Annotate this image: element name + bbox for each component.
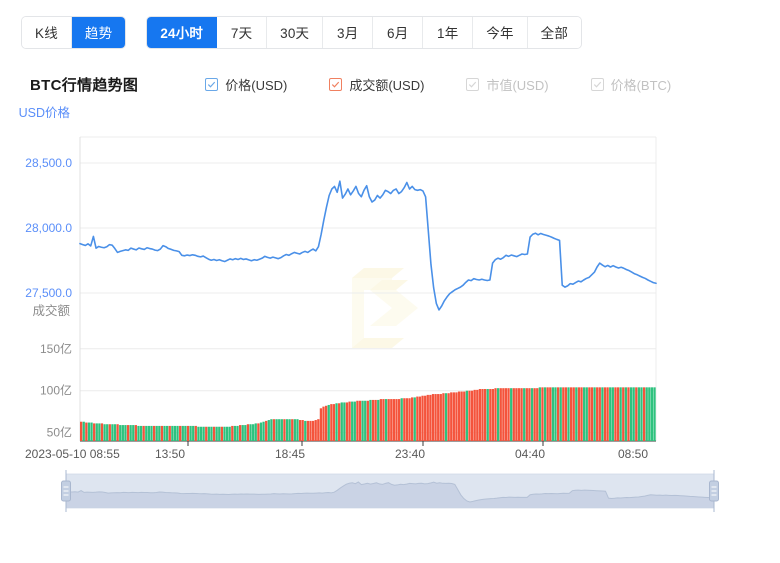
chart-container: USD价格 28,500.0 28,000.0 27,500.0 成交额 150亿 100… [0,100,780,520]
zoom-handle-left[interactable] [61,470,71,512]
svg-text:2023-05-10 08:55: 2023-05-10 08:55 [25,447,120,461]
time-range-button-24h[interactable]: 24小时 [147,16,218,48]
time-axis: 2023-05-10 08:55 13:50 18:45 23:40 04:40 08:5… [25,441,648,461]
svg-text:150亿: 150亿 [40,341,72,356]
svg-text:28,000.0: 28,000.0 [25,221,72,235]
chart-toolbar: K线 趋势 24小时 7天 30天 3月 6月 1年 今年 全部 [0,0,780,64]
checkbox-checked-icon[interactable] [329,77,343,91]
legend-item-marketcap-usd[interactable]: 市值(USD) [466,75,549,94]
svg-text:100亿: 100亿 [40,383,72,398]
legend-item-volume-usd[interactable]: 成交额(USD) [329,75,424,94]
chart-header: BTC行情趋势图 价格(USD) 成交额(USD) 市值(USD) 价格(BTC… [0,70,780,98]
zoom-handle-right[interactable] [709,470,719,512]
time-range-button-group: 24小时 7天 30天 3月 6月 1年 今年 全部 [147,16,582,48]
chart-legend: 价格(USD) 成交额(USD) 市值(USD) 价格(BTC) [205,75,671,94]
chart-zoom-slider[interactable] [61,470,719,512]
checkbox-checked-icon[interactable] [205,77,219,91]
volume-bars [80,387,656,441]
legend-label-volume-usd: 成交额(USD) [349,77,425,93]
time-range-button-3m[interactable]: 3月 [323,16,374,48]
legend-item-price-btc[interactable]: 价格(BTC) [590,75,672,94]
trend-chart[interactable]: USD价格 28,500.0 28,000.0 27,500.0 成交额 150亿 100… [0,100,780,520]
svg-text:13:50: 13:50 [155,447,185,461]
svg-text:50亿: 50亿 [47,425,72,440]
page-title: BTC行情趋势图 [30,76,139,94]
volume-axis: 成交额 150亿 100亿 50亿 [32,303,72,440]
legend-label-price-usd: 价格(USD) [225,77,288,93]
svg-text:18:45: 18:45 [275,447,305,461]
price-line-series [79,180,657,311]
svg-text:成交额: 成交额 [32,303,70,318]
chart-type-button-group: K线 趋势 [22,16,126,48]
time-range-button-30d[interactable]: 30天 [267,16,324,48]
legend-label-price-btc: 价格(BTC) [610,77,672,93]
time-range-button-ytd[interactable]: 今年 [473,16,528,48]
chart-type-button-kline[interactable]: K线 [22,16,72,48]
legend-item-price-usd[interactable]: 价格(USD) [205,75,287,94]
time-range-button-all[interactable]: 全部 [527,16,582,48]
time-range-button-7d[interactable]: 7天 [217,16,268,48]
chart-type-button-trend[interactable]: 趋势 [71,16,126,48]
legend-label-marketcap-usd: 市值(USD) [486,77,549,93]
svg-text:04:40: 04:40 [515,447,545,461]
time-range-button-6m[interactable]: 6月 [373,16,424,48]
brand-watermark-logo [352,268,418,348]
checkbox-disabled-icon[interactable] [466,77,480,91]
time-range-button-1y[interactable]: 1年 [423,16,474,48]
svg-text:USD价格: USD价格 [19,105,71,120]
checkbox-disabled-icon[interactable] [590,77,604,91]
svg-text:08:50: 08:50 [618,447,648,461]
svg-text:27,500.0: 27,500.0 [25,286,72,300]
svg-text:23:40: 23:40 [395,447,425,461]
price-axis: USD价格 28,500.0 28,000.0 27,500.0 [19,105,73,300]
svg-text:28,500.0: 28,500.0 [25,156,72,170]
